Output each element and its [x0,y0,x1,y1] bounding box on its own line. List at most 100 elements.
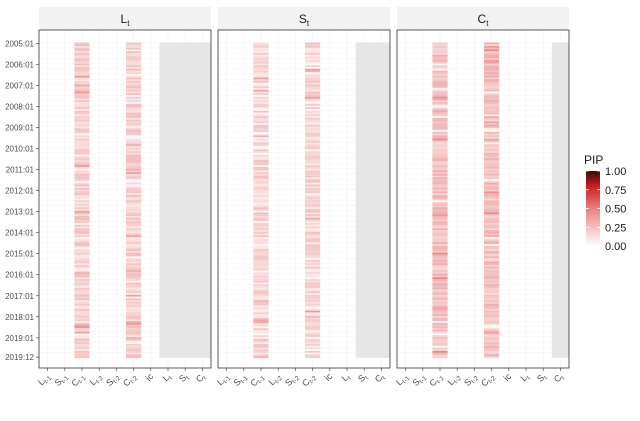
heat-cell [484,145,500,148]
heat-cell [305,163,321,166]
heat-cell [305,238,321,241]
heat-cell [126,221,142,224]
x-tick-label: Lt-1 [36,371,54,389]
heat-cell [484,254,500,257]
heat-cell [126,49,142,52]
heat-cell [253,352,269,355]
heat-cell [305,272,321,275]
heat-cell [484,187,500,190]
heat-cell [126,226,142,229]
heat-cell [432,138,448,141]
x-tick-label: St [177,371,191,385]
heat-cell [126,53,142,55]
heat-cell [253,284,269,287]
heat-cell [305,151,321,154]
heat-cell [74,217,90,220]
heat-cell [253,114,269,117]
heat-cell [74,291,90,294]
heat-cell [484,247,500,250]
heat-cell [432,79,448,82]
heat-cell [126,68,142,71]
heat-cell [432,186,448,189]
heat-cell [484,294,500,297]
heat-cell [484,293,500,296]
heat-cell [126,202,142,204]
heat-cell [126,96,142,99]
heat-cell [305,128,321,131]
heat-cell [432,110,448,113]
heat-cell [305,44,321,47]
heat-cell [253,210,269,213]
x-tick-label: ic [323,371,335,383]
heat-cell [253,56,269,59]
heat-cell [253,224,269,227]
heat-cell [432,58,448,61]
heat-cell [484,84,500,87]
heat-cell [74,128,90,131]
heat-cell [126,258,142,260]
heat-cell [432,124,448,127]
heat-cell [305,187,321,190]
heat-cell [74,333,90,336]
heat-cell [253,273,269,276]
heat-cell [484,147,500,150]
heat-cell [74,137,90,140]
heat-cell [432,303,448,306]
heat-cell [305,173,321,176]
heat-cell [74,305,90,308]
heat-cell [432,202,448,204]
y-tick-label: 2019:12 [5,353,34,362]
heat-cell [253,298,269,301]
heat-cell [253,321,269,324]
heat-cell [305,53,321,55]
heat-cell [432,165,448,168]
heat-cell [305,217,321,220]
heat-cell [126,79,142,82]
heat-cell [253,268,269,271]
heat-cell [432,77,448,80]
heat-cell [484,277,500,280]
heat-cell [74,173,90,176]
heat-cell [432,266,448,269]
heat-cell [126,245,142,248]
heat-cell [484,324,500,327]
heat-cell [126,114,142,117]
heat-cell [305,263,321,266]
heat-cell [126,182,142,185]
heat-cell [74,123,90,126]
heat-cell [305,56,321,59]
heat-cell [74,135,90,138]
heat-cell [74,270,90,273]
heat-cell [74,161,90,164]
heat-cell [74,314,90,317]
heat-cell [305,242,321,245]
heat-cell [432,221,448,224]
heat-cell [74,189,90,192]
heat-cell [305,159,321,162]
heat-cell [253,254,269,257]
heat-cell [484,128,500,131]
heat-cell [253,280,269,283]
heat-cell [253,266,269,269]
heat-cell [432,140,448,143]
heat-cell [74,251,90,253]
heat-cell [305,230,321,232]
heat-cell [432,107,448,110]
heat-cell [484,207,500,210]
heat-cell [432,228,448,231]
heat-cell [305,308,321,311]
y-tick-label: 2006:01 [5,60,34,69]
heat-cell [484,214,500,217]
heat-cell [484,308,500,311]
heat-cell [126,116,142,119]
heat-cell [484,142,500,145]
heat-cell [126,315,142,318]
heat-cell [305,280,321,283]
heat-cell [484,61,500,64]
heat-cell [253,272,269,275]
heat-cell [126,329,142,332]
heat-cell [126,273,142,276]
heat-cell [253,324,269,327]
panel-title: Ct [478,12,490,28]
heat-cell [253,293,269,296]
